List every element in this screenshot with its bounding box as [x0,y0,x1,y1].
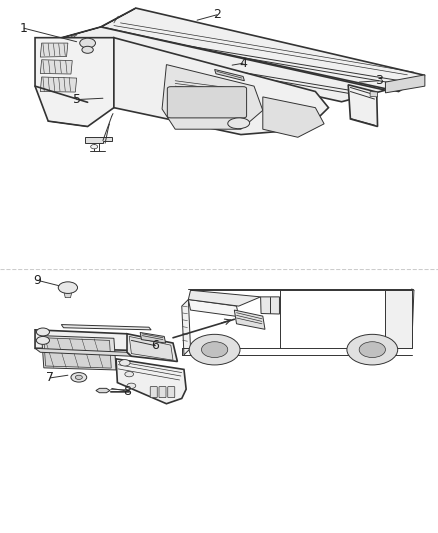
Circle shape [71,373,87,382]
Polygon shape [162,64,263,129]
Polygon shape [40,77,77,92]
Polygon shape [234,310,265,329]
FancyBboxPatch shape [167,87,247,118]
Polygon shape [114,38,328,134]
Polygon shape [385,75,425,93]
Text: 2: 2 [213,9,221,21]
FancyBboxPatch shape [159,386,166,398]
Circle shape [82,46,93,53]
Text: 7: 7 [46,372,54,384]
Polygon shape [101,8,425,92]
Polygon shape [35,330,149,351]
Polygon shape [40,43,68,57]
Polygon shape [42,336,116,370]
Circle shape [347,334,398,365]
Polygon shape [96,8,136,30]
Polygon shape [127,334,177,361]
Circle shape [127,383,136,389]
Text: 8: 8 [123,384,131,398]
Text: 5: 5 [73,93,81,106]
Polygon shape [61,325,151,330]
Text: 1: 1 [20,22,28,35]
Polygon shape [35,38,114,126]
Polygon shape [64,290,72,297]
Circle shape [91,144,98,149]
Polygon shape [116,359,186,403]
Polygon shape [85,138,112,143]
Polygon shape [140,333,166,343]
Polygon shape [385,290,412,349]
Polygon shape [188,300,239,317]
Polygon shape [40,60,72,74]
Circle shape [125,372,134,377]
Text: 3: 3 [375,74,383,87]
Polygon shape [35,349,131,356]
Circle shape [189,334,240,365]
Polygon shape [188,290,261,306]
Polygon shape [370,92,378,97]
Polygon shape [44,338,111,368]
Polygon shape [57,27,385,102]
Polygon shape [263,97,324,138]
FancyBboxPatch shape [168,386,175,398]
Polygon shape [348,85,378,126]
Polygon shape [261,297,279,314]
Circle shape [201,342,228,358]
FancyBboxPatch shape [150,386,157,398]
Circle shape [58,282,78,294]
Circle shape [359,342,385,358]
Circle shape [75,375,82,379]
Polygon shape [215,69,244,80]
Text: 6: 6 [152,339,159,352]
Polygon shape [96,389,110,393]
Polygon shape [129,336,173,360]
Text: 9: 9 [33,274,41,287]
Ellipse shape [228,118,250,128]
Polygon shape [53,27,101,41]
Polygon shape [182,300,191,355]
Circle shape [80,38,95,48]
Circle shape [36,336,49,344]
Circle shape [120,360,130,366]
Circle shape [36,328,49,336]
Text: 4: 4 [239,56,247,70]
